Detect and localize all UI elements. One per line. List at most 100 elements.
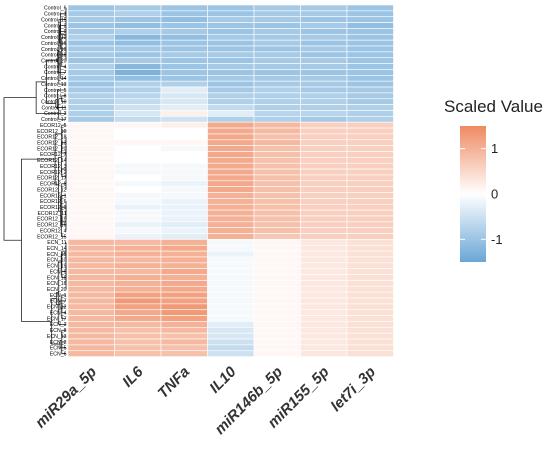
heatmap-cell	[114, 285, 162, 293]
heatmap-cell	[207, 227, 255, 234]
heatmap-cell	[114, 174, 162, 182]
heatmap-cell	[207, 174, 255, 182]
heatmap-cell	[300, 209, 348, 217]
heatmap-cell	[346, 22, 394, 29]
heatmap-cell	[300, 244, 348, 252]
heatmap-cell	[114, 127, 162, 135]
heatmap-cell	[253, 274, 301, 281]
heatmap-cell	[207, 321, 255, 328]
row-label: Control_13	[41, 82, 66, 88]
heatmap-cell	[114, 227, 162, 234]
row-label: Control_6	[44, 6, 67, 12]
heatmap-cell	[346, 321, 394, 328]
heatmap-cell	[207, 291, 255, 299]
heatmap-cell	[253, 332, 301, 340]
heatmap-cell	[300, 116, 348, 123]
heatmap-cell	[160, 285, 208, 293]
heatmap-cell	[160, 133, 208, 141]
heatmap-cell	[300, 39, 348, 47]
heatmap-cell	[114, 139, 162, 146]
heatmap-cell	[160, 39, 208, 47]
heatmap-cell	[114, 180, 162, 187]
heatmap-cell	[300, 315, 348, 322]
heatmap-cell	[160, 22, 208, 29]
heatmap-cell	[67, 256, 115, 264]
heatmap-cell	[67, 280, 115, 287]
heatmap-cell	[114, 344, 162, 352]
heatmap-cell	[67, 274, 115, 281]
heatmap-cell	[114, 22, 162, 29]
heatmap-cell	[114, 350, 162, 357]
heatmap-cell	[253, 321, 301, 328]
row-label: ECN_2	[50, 340, 67, 346]
legend-ticks: 1 0 -1	[460, 141, 503, 247]
heatmap-cell	[346, 291, 394, 299]
row-label: Control_19	[41, 47, 66, 53]
heatmap-cell	[253, 145, 301, 152]
row-label: Control_2	[44, 23, 67, 29]
heatmap-cell	[67, 104, 115, 111]
heatmap-cell	[114, 186, 162, 193]
heatmap-cell	[114, 274, 162, 281]
heatmap-cell	[207, 221, 255, 228]
heatmap-cell	[114, 280, 162, 287]
heatmap-cell	[346, 80, 394, 88]
row-label: ECOR12_11	[37, 211, 66, 217]
row-label: ECN_7	[50, 299, 67, 305]
heatmap-cell	[300, 174, 348, 182]
heatmap-cell	[67, 98, 115, 105]
row-label: ECN_18	[47, 275, 67, 281]
heatmap-cell	[207, 145, 255, 152]
heatmap-cell	[67, 168, 115, 176]
heatmap-cell	[253, 192, 301, 199]
heatmap-cell	[114, 215, 162, 223]
heatmap-cell	[253, 174, 301, 182]
legend-tick-label: 1	[491, 141, 498, 156]
heatmap-cell	[346, 297, 394, 305]
heatmap-cell	[300, 80, 348, 88]
heatmap-cell	[300, 51, 348, 59]
heatmap-cell	[160, 116, 208, 123]
heatmap-cell	[253, 280, 301, 287]
heatmap-cell	[346, 262, 394, 269]
heatmap-cell	[253, 51, 301, 59]
dendrogram-branch	[21, 158, 56, 322]
row-label: Control_9	[44, 29, 67, 35]
heatmap-cell	[114, 98, 162, 105]
heatmap-cell	[114, 121, 162, 129]
heatmap-cell	[300, 203, 348, 211]
heatmap-cell	[207, 350, 255, 357]
heatmap-cell	[253, 57, 301, 64]
dendrogram-branch	[59, 300, 66, 309]
heatmap-cell	[300, 162, 348, 170]
row-label: ECN_8	[50, 328, 67, 334]
heatmap-cell	[207, 86, 255, 94]
heatmap-cell	[160, 256, 208, 264]
heatmap-cell	[346, 139, 394, 146]
heatmap-cell	[300, 75, 348, 82]
heatmap-cell	[114, 209, 162, 217]
heatmap-cell	[160, 28, 208, 35]
heatmap-cell	[160, 198, 208, 205]
heatmap-cell	[207, 268, 255, 275]
heatmap-cell	[207, 121, 255, 129]
heatmap-cell	[253, 139, 301, 146]
heatmap-cell	[160, 332, 208, 340]
heatmap-cell	[253, 157, 301, 164]
heatmap-cell	[160, 209, 208, 217]
heatmap-cell	[253, 110, 301, 117]
heatmap-cell	[346, 285, 394, 293]
heatmap-cell	[207, 51, 255, 59]
heatmap-cell	[300, 350, 348, 357]
heatmap-cell	[253, 80, 301, 88]
heatmap-cell	[253, 250, 301, 258]
row-label: Control_1	[44, 12, 67, 18]
heatmap-cell	[346, 116, 394, 123]
heatmap-cell	[253, 86, 301, 94]
heatmap-cell	[300, 215, 348, 223]
heatmap-cell	[346, 344, 394, 352]
heatmap-cell	[300, 256, 348, 264]
heatmap-cell	[300, 344, 348, 352]
heatmap-cell	[160, 162, 208, 170]
row-labels: Control_6Control_1Control_15Control_2Con…	[37, 6, 67, 358]
